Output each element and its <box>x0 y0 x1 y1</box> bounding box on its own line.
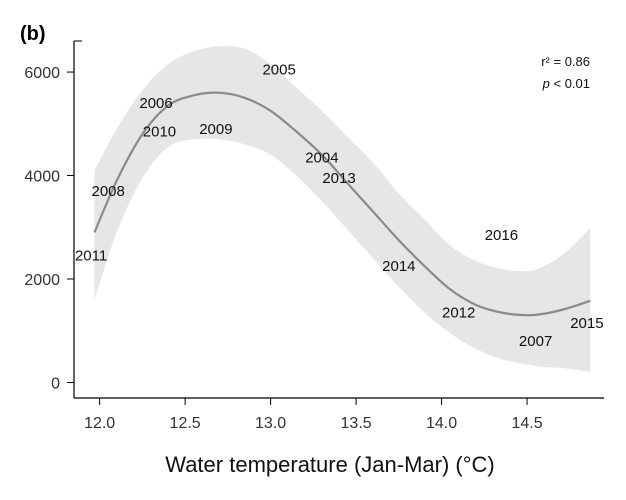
p-rest: < 0.01 <box>550 76 590 91</box>
r2-annotation: r² = 0.86 <box>541 54 590 69</box>
fit-curve <box>93 91 591 317</box>
panel-label: (b) <box>20 23 46 45</box>
y-tick-label: 0 <box>51 375 60 392</box>
x-tick-label: 13.5 <box>341 415 372 432</box>
y-tick-label: 2000 <box>24 272 60 289</box>
year-label-2008: 2008 <box>92 183 125 200</box>
x-tick-label: 12.5 <box>170 415 201 432</box>
y-tick-label: 6000 <box>24 65 60 82</box>
year-label-2013: 2013 <box>322 170 355 187</box>
x-tick-label: 14.5 <box>511 415 542 432</box>
p-annotation: p < 0.01 <box>542 76 590 91</box>
year-label-2015: 2015 <box>570 315 603 332</box>
x-ticks: 12.0 12.5 13.0 13.5 14.0 14.5 <box>84 398 543 432</box>
y-tick-label: 4000 <box>24 169 60 186</box>
x-axis-title: Water temperature (Jan-Mar) (°C) <box>165 452 494 477</box>
x-tick-label: 13.0 <box>255 415 286 432</box>
year-label-2016: 2016 <box>485 227 518 244</box>
year-label-2012: 2012 <box>442 305 475 322</box>
year-labels: 2011 2008 2006 2010 2009 2005 2004 2013 2014 2016… <box>75 61 604 350</box>
year-label-2009: 2009 <box>199 121 232 138</box>
year-label-2007: 2007 <box>519 333 552 350</box>
year-label-2005: 2005 <box>262 61 295 78</box>
year-label-2010: 2010 <box>143 124 176 141</box>
confidence-band <box>94 45 591 373</box>
y-ticks: 0 2000 4000 6000 <box>24 65 74 392</box>
x-tick-label: 14.0 <box>426 415 457 432</box>
year-label-2004: 2004 <box>305 149 338 166</box>
p-italic: p <box>542 76 550 91</box>
year-label-2011: 2011 <box>75 248 107 265</box>
year-label-2006: 2006 <box>139 95 172 112</box>
x-tick-label: 12.0 <box>84 415 115 432</box>
year-label-2014: 2014 <box>382 258 415 275</box>
